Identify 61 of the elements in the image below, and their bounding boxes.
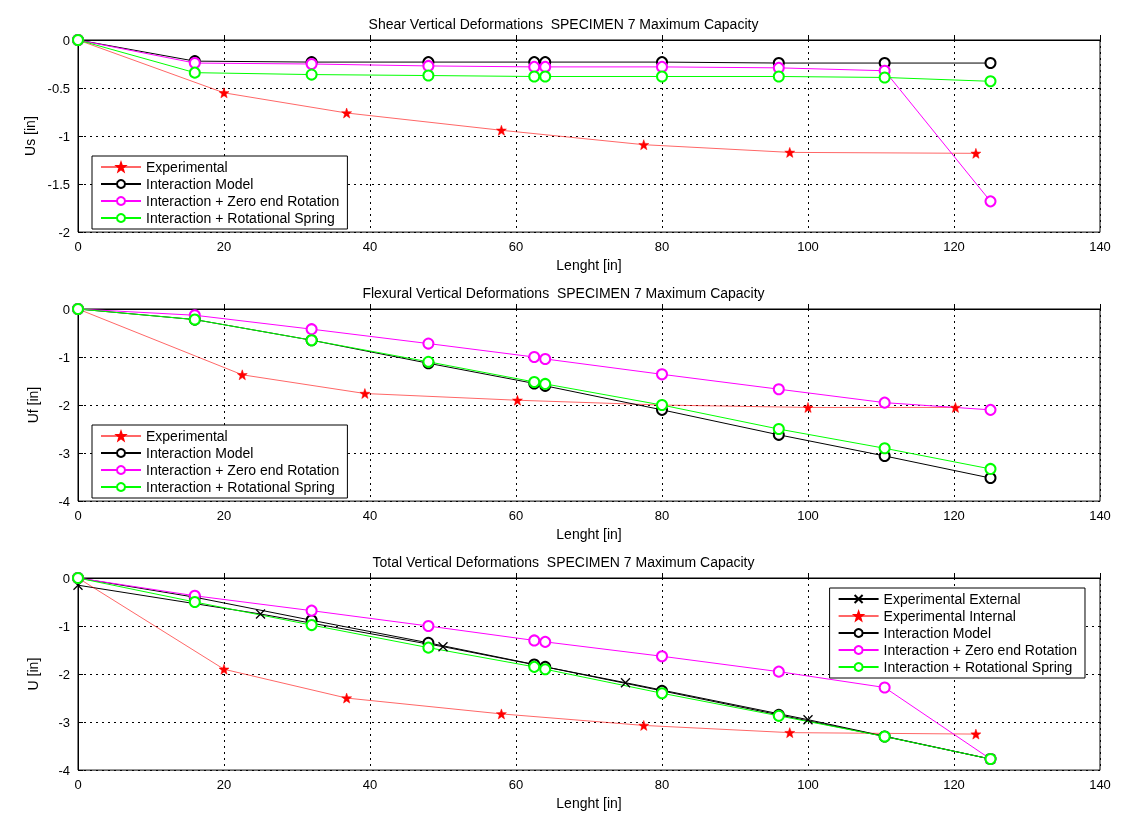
y-tick-label: -1 — [58, 618, 70, 634]
x-tick-label: 0 — [74, 239, 82, 255]
y-axis-title: Uf [in] — [25, 386, 41, 424]
x-tick-label: 20 — [216, 239, 232, 255]
y-tick-label: -2 — [58, 666, 70, 682]
legend-label: Interaction Model — [883, 625, 992, 641]
y-tick-label: -1.5 — [47, 176, 70, 192]
legend-label: Experimental — [146, 428, 228, 444]
legend-label: Interaction + Zero end Rotation — [146, 462, 340, 478]
x-axis-title: Lenght [in] — [556, 526, 622, 542]
y-tick-label: -0.5 — [47, 80, 70, 96]
x-tick-label: 80 — [654, 239, 670, 255]
y-tick-label: -3 — [58, 714, 70, 730]
x-axis-title: Lenght [in] — [556, 257, 622, 273]
x-tick-label: 60 — [508, 777, 524, 793]
x-tick-label: 100 — [797, 777, 819, 793]
x-tick-label: 40 — [362, 239, 378, 255]
legend-label: Interaction Model — [146, 176, 254, 192]
y-axis-title: Us [in] — [21, 116, 38, 156]
legend-label: Experimental — [146, 159, 228, 175]
x-tick-label: 20 — [216, 508, 232, 524]
chart-title: Flexural Vertical Deformations SPECIMEN 7 Maximum Capacity — [362, 285, 765, 301]
x-tick-label: 80 — [654, 508, 670, 524]
legend-label: Experimental Internal — [883, 608, 1016, 624]
x-tick-label: 0 — [74, 777, 82, 793]
y-tick-label: -2 — [58, 397, 70, 413]
x-tick-label: 20 — [216, 777, 232, 793]
x-tick-label: 140 — [1089, 777, 1111, 793]
legend-label: Interaction + Zero end Rotation — [883, 642, 1078, 658]
y-tick-label: 0 — [62, 301, 70, 317]
legend-label: Interaction Model — [146, 445, 254, 461]
legend-label: Experimental External — [883, 591, 1021, 607]
legend-label: Interaction + Rotational Spring — [146, 210, 335, 226]
legend-label: Interaction + Rotational Spring — [883, 659, 1073, 675]
y-tick-label: 0 — [62, 570, 70, 586]
y-tick-label: -1 — [58, 349, 70, 365]
y-tick-label: -4 — [58, 762, 70, 778]
y-tick-label: -1 — [58, 128, 70, 144]
y-tick-label: -2 — [58, 224, 70, 240]
x-axis-title: Lenght [in] — [556, 795, 622, 811]
legend-label: Interaction + Zero end Rotation — [146, 193, 340, 209]
y-axis-title: U [in] — [25, 657, 41, 691]
x-tick-label: 120 — [943, 508, 965, 524]
chart-title: Total Vertical Deformations SPECIMEN 7 Maximum Capacity — [372, 554, 755, 570]
x-tick-label: 40 — [362, 777, 378, 793]
x-tick-label: 140 — [1089, 508, 1111, 524]
x-tick-label: 60 — [508, 239, 524, 255]
y-tick-label: -3 — [58, 445, 70, 461]
x-tick-label: 100 — [797, 508, 819, 524]
y-tick-label: 0 — [62, 32, 70, 48]
x-tick-label: 40 — [362, 508, 378, 524]
x-tick-label: 120 — [943, 239, 965, 255]
x-tick-label: 140 — [1089, 239, 1111, 255]
chart-title: Shear Vertical Deformations SPECIMEN 7 Maximum Capacity — [368, 16, 759, 32]
x-tick-label: 120 — [943, 777, 965, 793]
x-tick-label: 80 — [654, 777, 670, 793]
y-tick-label: -4 — [58, 493, 70, 509]
legend-label: Interaction + Rotational Spring — [146, 479, 335, 495]
x-tick-label: 0 — [74, 508, 82, 524]
x-tick-label: 60 — [508, 508, 524, 524]
x-tick-label: 100 — [797, 239, 819, 255]
